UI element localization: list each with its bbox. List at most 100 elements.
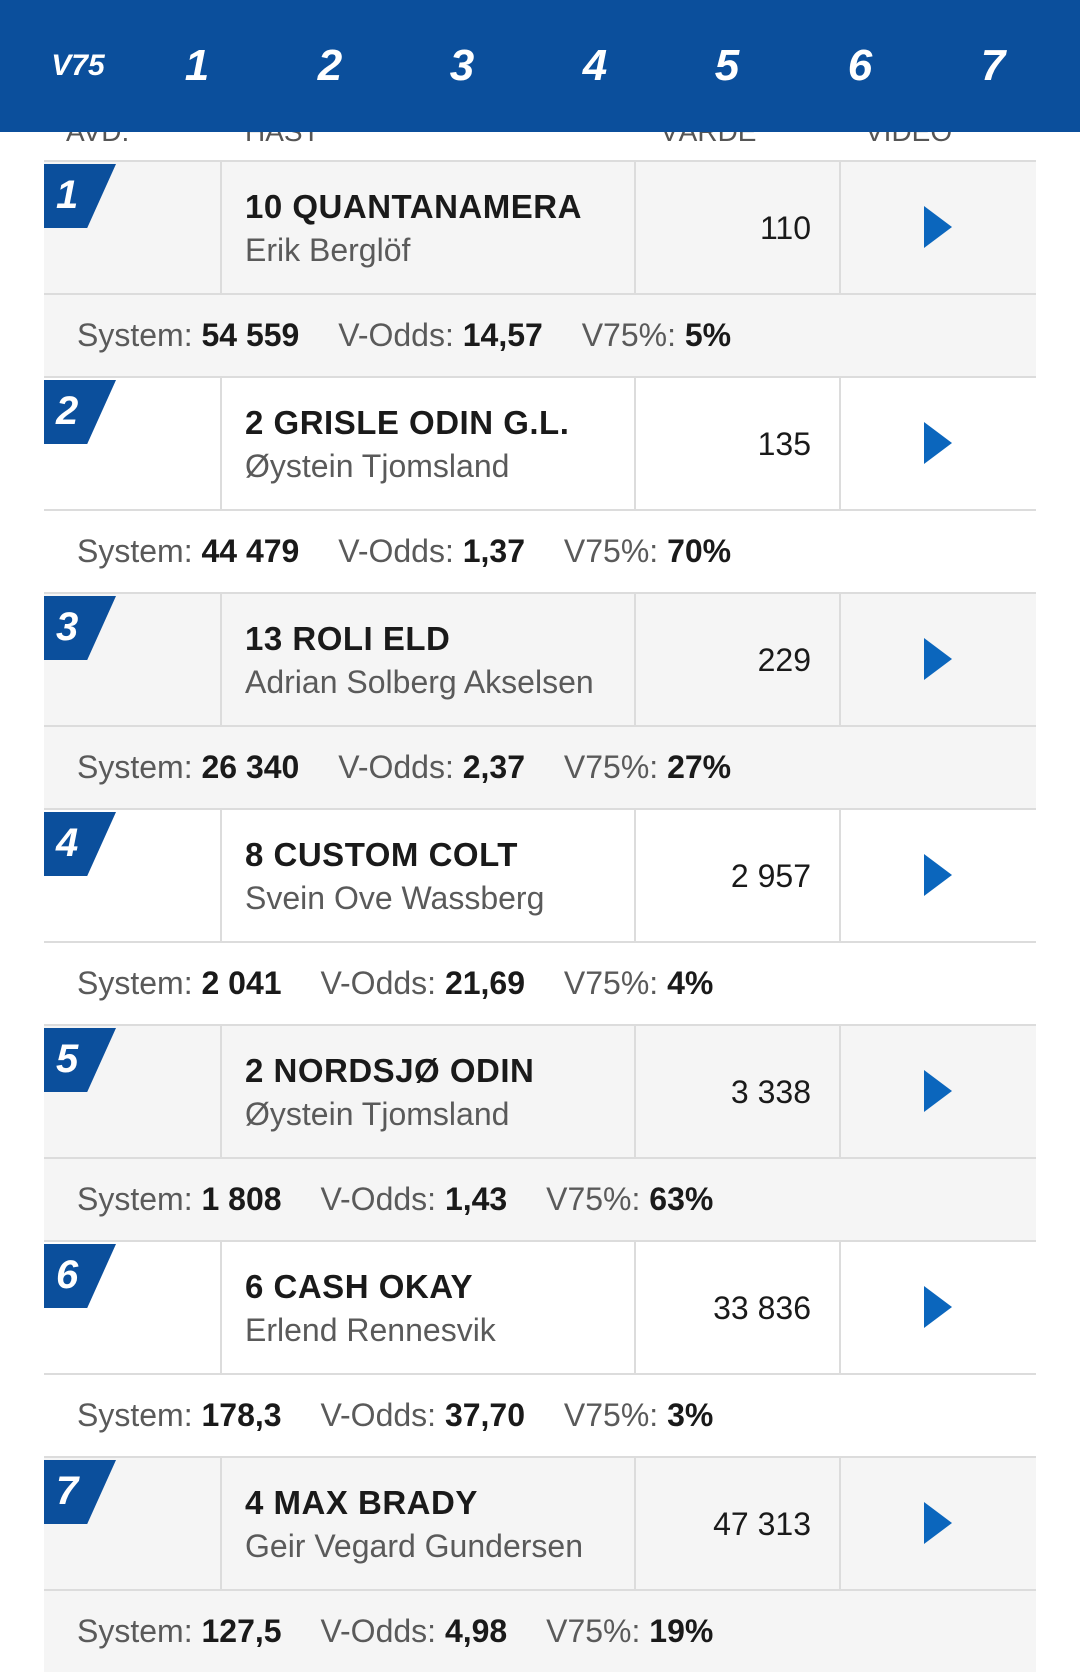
race-row: 4 8 CUSTOM COLT Svein Ove Wassberg 2 957: [44, 808, 1036, 943]
v75pct-value: 19%: [649, 1613, 714, 1649]
system-value: 1 808: [201, 1181, 282, 1217]
race-number-badge: [44, 1028, 116, 1092]
v75pct-label: V75%:: [581, 317, 676, 353]
vodds-value: 4,98: [444, 1613, 508, 1649]
column-divider: [634, 162, 636, 293]
tab-v75[interactable]: V75: [51, 49, 105, 82]
race-number: 4: [56, 821, 79, 865]
play-video-icon[interactable]: [924, 638, 952, 680]
driver-name: Svein Ove Wassberg: [245, 880, 545, 916]
column-divider: [220, 162, 222, 293]
winner-horse: 8 CUSTOM COLT: [245, 836, 518, 873]
race-number-badge: [44, 164, 116, 228]
column-divider: [634, 1242, 636, 1373]
race-number: 1: [56, 173, 79, 217]
tab-race-4[interactable]: 4: [582, 41, 608, 90]
race-row: 2 2 GRISLE ODIN G.L. Øystein Tjomsland 1…: [44, 376, 1036, 511]
v75pct-value: 70%: [667, 533, 732, 569]
tab-race-7[interactable]: 7: [980, 41, 1006, 90]
play-video-icon[interactable]: [924, 422, 952, 464]
driver-name: Erlend Rennesvik: [245, 1312, 496, 1348]
column-divider: [220, 594, 222, 725]
race-stats-row: System: 127,5 V-Odds: 4,98 V75%: 19%: [44, 1591, 1036, 1672]
v75pct-label: V75%:: [563, 1397, 659, 1433]
tab-race-1[interactable]: 1: [184, 41, 210, 90]
driver-name: Øystein Tjomsland: [245, 448, 510, 484]
tab-race-2[interactable]: 2: [317, 41, 343, 90]
race-value: 47 313: [713, 1506, 811, 1542]
system-label: System:: [77, 749, 193, 785]
column-divider: [634, 1026, 636, 1157]
vodds-value: 37,70: [444, 1397, 526, 1433]
race-value: 135: [757, 426, 811, 462]
driver-name: Erik Berglöf: [245, 232, 411, 268]
driver-name: Geir Vegard Gundersen: [245, 1528, 583, 1564]
play-video-icon[interactable]: [924, 1502, 952, 1544]
race-results-list: 1 10 QUANTANAMERA Erik Berglöf 110 Syste…: [44, 160, 1036, 1672]
vodds-label: V-Odds:: [338, 317, 454, 353]
winner-horse: 10 QUANTANAMERA: [245, 188, 582, 225]
column-divider: [839, 162, 841, 293]
column-divider: [839, 1458, 841, 1589]
winner-horse: 6 CASH OKAY: [245, 1268, 474, 1305]
driver-name: Adrian Solberg Akselsen: [245, 664, 594, 700]
vodds-value: 21,69: [444, 965, 526, 1001]
tab-race-5[interactable]: 5: [714, 41, 740, 90]
vodds-value: 14,57: [462, 317, 543, 353]
column-divider: [220, 1242, 222, 1373]
vodds-label: V-Odds:: [338, 749, 454, 785]
race-row: 5 2 NORDSJØ ODIN Øystein Tjomsland 3 338: [44, 1024, 1036, 1159]
v75pct-value: 3%: [667, 1397, 714, 1433]
race-tab-bar: V75 1 2 3 4 5 6 7: [0, 0, 1080, 132]
column-divider: [839, 594, 841, 725]
race-stats-row: System: 44 479 V-Odds: 1,37 V75%: 70%: [44, 511, 1036, 592]
vodds-label: V-Odds:: [320, 1397, 437, 1433]
race-stats-row: System: 54 559 V-Odds: 14,57 V75%: 5%: [44, 295, 1036, 376]
race-row: 1 10 QUANTANAMERA Erik Berglöf 110: [44, 160, 1036, 295]
race-number-badge: [44, 1244, 116, 1308]
column-divider: [220, 378, 222, 509]
race-number-badge: [44, 812, 116, 876]
race-stats-row: System: 1 808 V-Odds: 1,43 V75%: 63%: [44, 1159, 1036, 1240]
play-video-icon[interactable]: [924, 854, 952, 896]
winner-horse: 2 GRISLE ODIN G.L.: [245, 404, 570, 441]
winner-horse: 4 MAX BRADY: [245, 1484, 478, 1521]
race-number: 7: [56, 1469, 79, 1513]
play-video-icon[interactable]: [924, 1070, 952, 1112]
race-value: 3 338: [730, 1074, 811, 1110]
race-number: 6: [56, 1253, 79, 1297]
race-value: 229: [757, 642, 811, 678]
tab-race-3[interactable]: 3: [449, 41, 475, 90]
play-video-icon[interactable]: [924, 1286, 952, 1328]
column-divider: [839, 378, 841, 509]
race-row: 6 6 CASH OKAY Erlend Rennesvik 33 836: [44, 1240, 1036, 1375]
column-divider: [839, 1026, 841, 1157]
race-number-badge: [44, 1460, 116, 1524]
v75pct-value: 63%: [649, 1181, 714, 1217]
driver-name: Øystein Tjomsland: [245, 1096, 510, 1132]
system-value: 2 041: [201, 965, 282, 1001]
system-label: System:: [77, 533, 193, 569]
winner-horse: 13 ROLI ELD: [245, 620, 451, 657]
race-number: 2: [56, 389, 79, 433]
system-value: 26 340: [201, 749, 300, 785]
race-stats-row: System: 178,3 V-Odds: 37,70 V75%: 3%: [44, 1375, 1036, 1456]
v75pct-label: V75%:: [563, 533, 659, 569]
tab-race-6[interactable]: 6: [847, 41, 873, 90]
vodds-label: V-Odds:: [320, 1181, 437, 1217]
race-number-badge: [44, 596, 116, 660]
system-label: System:: [77, 1613, 193, 1649]
race-stats-row: System: 26 340 V-Odds: 2,37 V75%: 27%: [44, 727, 1036, 808]
system-label: System:: [77, 1181, 193, 1217]
race-value: 110: [759, 210, 811, 246]
play-video-icon[interactable]: [924, 206, 952, 248]
race-stats-row: System: 2 041 V-Odds: 21,69 V75%: 4%: [44, 943, 1036, 1024]
race-row: 3 13 ROLI ELD Adrian Solberg Akselsen 22…: [44, 592, 1036, 727]
winner-horse: 2 NORDSJØ ODIN: [245, 1052, 535, 1089]
race-number-badge: [44, 380, 116, 444]
race-value: 2 957: [730, 858, 811, 894]
v75pct-label: V75%:: [546, 1181, 641, 1217]
vodds-label: V-Odds:: [320, 1613, 437, 1649]
v75pct-value: 5%: [684, 317, 732, 353]
column-divider: [634, 1458, 636, 1589]
